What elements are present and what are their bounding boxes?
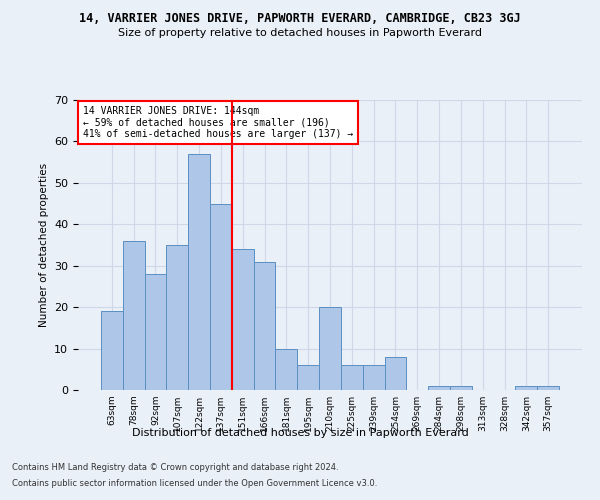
- Bar: [101, 312, 123, 390]
- Text: 14 VARRIER JONES DRIVE: 144sqm
← 59% of detached houses are smaller (196)
41% of: 14 VARRIER JONES DRIVE: 144sqm ← 59% of …: [83, 106, 353, 139]
- Bar: [515, 386, 537, 390]
- Bar: [319, 307, 341, 390]
- Bar: [363, 365, 385, 390]
- Bar: [297, 365, 319, 390]
- Bar: [254, 262, 275, 390]
- Bar: [275, 348, 297, 390]
- Text: Size of property relative to detached houses in Papworth Everard: Size of property relative to detached ho…: [118, 28, 482, 38]
- Text: 14, VARRIER JONES DRIVE, PAPWORTH EVERARD, CAMBRIDGE, CB23 3GJ: 14, VARRIER JONES DRIVE, PAPWORTH EVERAR…: [79, 12, 521, 26]
- Bar: [166, 245, 188, 390]
- Y-axis label: Number of detached properties: Number of detached properties: [38, 163, 49, 327]
- Text: Contains HM Land Registry data © Crown copyright and database right 2024.: Contains HM Land Registry data © Crown c…: [12, 464, 338, 472]
- Bar: [537, 386, 559, 390]
- Bar: [450, 386, 472, 390]
- Bar: [341, 365, 363, 390]
- Bar: [123, 241, 145, 390]
- Bar: [145, 274, 166, 390]
- Bar: [385, 357, 406, 390]
- Bar: [210, 204, 232, 390]
- Bar: [188, 154, 210, 390]
- Bar: [232, 249, 254, 390]
- Bar: [428, 386, 450, 390]
- Text: Distribution of detached houses by size in Papworth Everard: Distribution of detached houses by size …: [131, 428, 469, 438]
- Text: Contains public sector information licensed under the Open Government Licence v3: Contains public sector information licen…: [12, 478, 377, 488]
